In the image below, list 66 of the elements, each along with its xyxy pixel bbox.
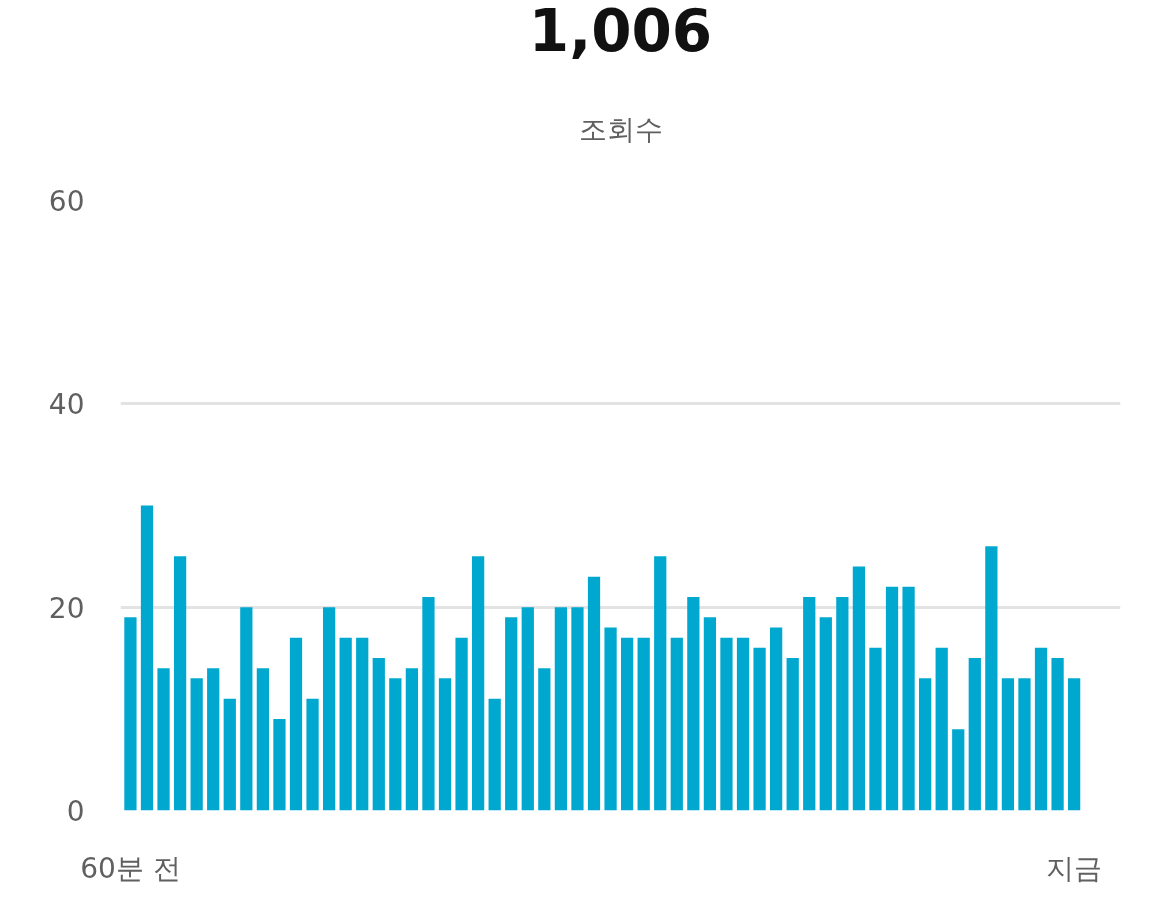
bar [140,505,154,811]
bar [488,698,501,811]
bar [819,617,832,811]
bar [786,658,799,811]
bar [869,647,882,811]
bar [621,637,634,811]
chart-title: 1,006 [528,0,713,65]
bar [836,597,849,811]
bar [571,607,584,811]
bar [223,698,236,811]
bar [455,637,468,811]
bar [190,678,203,811]
bar [322,607,336,811]
bar [273,719,286,811]
bar [471,556,485,811]
chart-subtitle: 조회수 [578,112,663,146]
bar [356,637,369,811]
bar [438,678,452,811]
bar [1068,678,1081,811]
bar [968,658,981,811]
bar [240,607,253,811]
bar [1034,647,1048,811]
bar [935,647,948,811]
y-tick-label: 0 [66,795,85,828]
bar [770,627,783,811]
bar [687,597,700,811]
bar [372,658,385,811]
bar [1051,658,1064,811]
bar [670,637,683,811]
y-tick-label: 40 [48,388,85,422]
x-tick-label: 60분 전 [80,851,181,885]
bar [587,576,601,811]
y-tick-label: 20 [48,591,85,625]
bar [803,597,816,811]
y-tick-label: 60 [48,185,85,218]
bar [538,668,551,811]
bar [885,586,899,811]
bar [207,668,220,811]
bar [505,617,518,811]
bar [1001,678,1015,811]
bar [604,627,617,811]
bar [306,698,319,811]
bar [637,637,650,811]
bar [173,556,187,811]
bar [654,556,667,811]
bar [256,668,270,811]
bar [902,586,915,811]
bar [985,546,998,811]
bar [339,637,352,811]
bar [852,566,866,811]
bar [521,607,534,811]
bar [952,729,965,811]
bar [703,617,717,811]
bar [389,678,402,811]
bar [422,597,435,811]
bar [405,668,419,811]
bar [554,607,568,811]
bar [919,678,932,811]
bar [753,647,766,811]
bar [157,668,170,811]
x-tick-label: 지금 [1046,851,1103,885]
bar [124,617,137,811]
bar [1018,678,1031,811]
bar [736,637,750,811]
bar [720,637,733,811]
bar [289,637,303,811]
